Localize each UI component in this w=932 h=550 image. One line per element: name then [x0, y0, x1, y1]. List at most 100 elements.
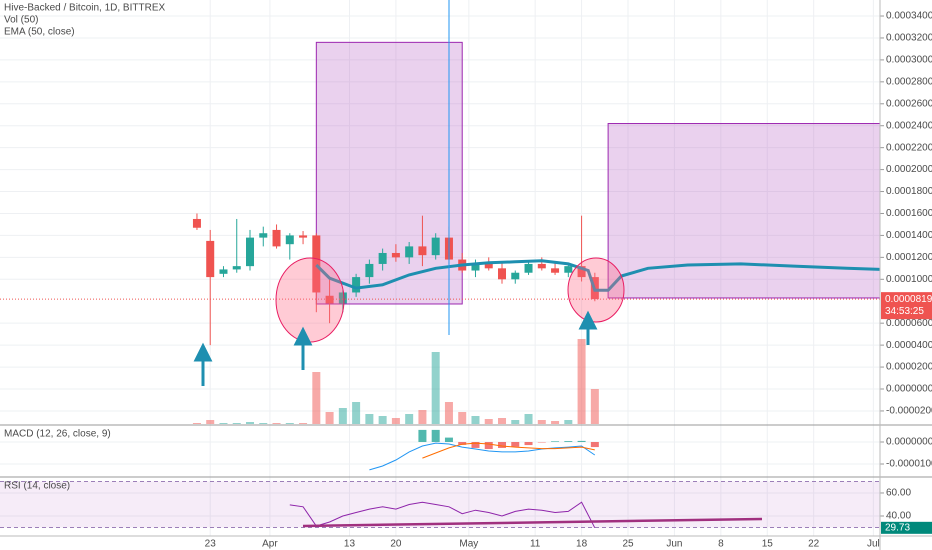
candle-body [524, 263, 533, 273]
last-price-box [881, 292, 932, 320]
x-tick-label: 8 [718, 539, 724, 550]
volume-bar [577, 339, 586, 424]
macd-histogram-bar [458, 441, 467, 445]
macd-histogram-bar [511, 441, 520, 447]
x-tick-label: 13 [344, 539, 356, 550]
x-tick-label: Apr [262, 539, 278, 550]
y-tick-label: 0.00000000 [886, 384, 932, 395]
candle-body [551, 268, 560, 273]
candle-body [498, 268, 507, 280]
x-tick-label: Jun [666, 539, 682, 550]
rsi-last-box [881, 521, 932, 534]
candle-body [391, 252, 400, 258]
candle-body [471, 263, 480, 271]
volume-bar [192, 423, 201, 424]
volume-bar [365, 414, 374, 424]
indicator-line [422, 442, 595, 459]
indicator-line [289, 501, 596, 529]
volume-bar [537, 420, 546, 424]
rsi-band [0, 481, 880, 528]
candle-body [577, 266, 586, 278]
candle-body [206, 240, 215, 278]
volume-bar [590, 389, 599, 424]
volume-bar [219, 423, 228, 424]
highlight-circle [275, 257, 345, 343]
candle-body [564, 266, 573, 273]
candle-body [259, 233, 268, 238]
volume-bar [259, 423, 268, 424]
candle-body [378, 252, 387, 264]
y-tick-label: -0.00001000 [886, 459, 932, 470]
macd-histogram-bar [564, 441, 573, 442]
x-tick-label: 15 [762, 539, 774, 550]
volume-bar [418, 410, 427, 424]
indicator-label: Vol (50) [4, 15, 38, 26]
x-tick-label: May [459, 539, 478, 550]
candle-body [219, 269, 228, 274]
arrows [193, 310, 598, 386]
candle-body [365, 263, 374, 278]
x-tick-label: 18 [576, 539, 588, 550]
macd-histogram-bar [418, 429, 427, 442]
volume-bar [405, 414, 414, 424]
candle-body [405, 246, 414, 258]
macd-histogram-bar [551, 441, 560, 442]
volume-bar [206, 420, 215, 424]
indicator-label: EMA (50, close) [4, 27, 75, 38]
volume-bar [352, 402, 361, 424]
volume-bar [285, 423, 294, 424]
candle-body [352, 277, 361, 293]
candle-body [192, 218, 201, 228]
volume-bar [338, 408, 347, 424]
volume-bar [524, 414, 533, 424]
ema-line [315, 259, 881, 292]
candle-body [312, 235, 321, 293]
symbol-title: Hive-Backed / Bitcoin, 1D, BITTREX [4, 3, 165, 14]
countdown: 34:53:25 [885, 306, 924, 317]
rsi-title: RSI (14, close) [4, 481, 70, 492]
candle-body [246, 237, 255, 267]
candle-body [537, 263, 546, 269]
arrow-head [578, 310, 598, 330]
x-tick-label: 22 [808, 539, 820, 550]
x-tick-label: 20 [390, 539, 402, 550]
candle-body [431, 237, 440, 256]
volume-bar [458, 412, 467, 424]
volume-bar [246, 422, 255, 424]
candle-body [484, 263, 493, 269]
macd-histogram-bar [444, 437, 453, 442]
volume-bar [312, 372, 321, 424]
macd-histogram-bar [577, 440, 586, 442]
x-tick-label: Jul [867, 539, 880, 550]
volume-bar [232, 423, 241, 424]
macd-title: MACD (12, 26, close, 9) [4, 429, 111, 440]
macd-histogram-bar [524, 441, 533, 446]
rsi-trendline [302, 517, 763, 528]
macd-histogram-bar [484, 441, 493, 450]
volume-bar [498, 418, 507, 424]
volume-bar [391, 418, 400, 424]
macd-histogram-bar [498, 441, 507, 448]
arrow-head [193, 342, 213, 362]
top-layer: 0.0000819234:53:25 29.73 [881, 292, 932, 534]
volume-bar [431, 352, 440, 424]
indicator-line [369, 442, 596, 471]
zone [315, 41, 463, 305]
zone [607, 123, 881, 299]
volume-bar [564, 420, 573, 424]
highlight-circle [567, 257, 625, 323]
x-tick-label: 11 [530, 539, 541, 550]
last-price-label: 0.00008192 [885, 294, 932, 305]
candle-body [325, 295, 334, 304]
macd-histogram-bar [471, 441, 480, 448]
